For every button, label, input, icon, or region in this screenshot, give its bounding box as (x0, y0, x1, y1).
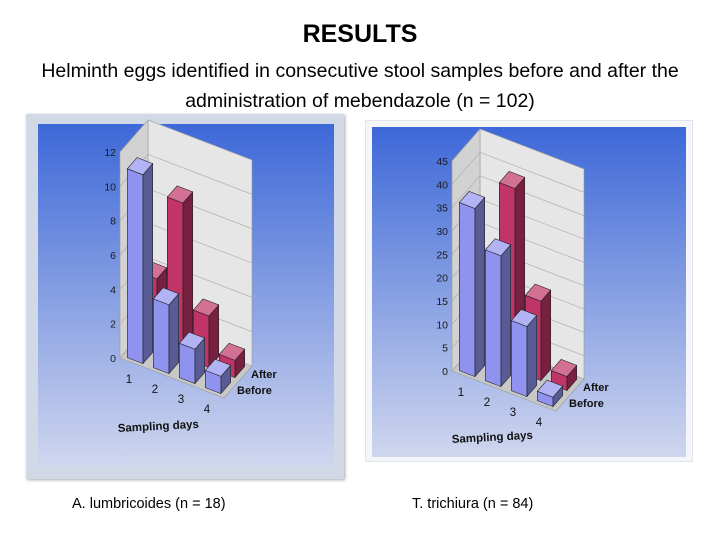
bar-chart-trichiura: 0 5 10 15 20 25 30 35 40 45 1 2 3 4 Before After Samplin… (372, 127, 686, 457)
bar-before-day-1 (458, 191, 486, 378)
caption-trichiura: T. trichiura (n = 84) (412, 496, 534, 512)
bar-before-day-3 (178, 331, 206, 385)
x-tick-label: 1 (458, 387, 464, 399)
y-tick-label: 10 (104, 181, 116, 193)
y-tick-label: 0 (110, 353, 116, 365)
y-tick-label: 35 (436, 203, 448, 215)
series-label: After (251, 369, 277, 381)
bar-before-day-4 (536, 379, 564, 408)
page-title: RESULTS (302, 20, 418, 48)
gridline (119, 119, 253, 161)
bar-before-day-2 (484, 238, 512, 388)
y-tick-label: 8 (110, 216, 116, 228)
y-tick-label: 12 (104, 147, 116, 159)
y-tick-label: 45 (436, 156, 448, 168)
series-label: After (583, 382, 609, 394)
x-tick-label: 2 (484, 397, 490, 409)
chart-panel-trichiura: 0 5 10 15 20 25 30 35 40 45 1 2 3 4 Before After Samplin… (365, 120, 693, 462)
y-tick-label: 10 (436, 319, 448, 331)
y-tick-label: 5 (442, 343, 448, 355)
bar-before-day-2 (152, 287, 180, 375)
x-tick-label: 3 (510, 407, 516, 419)
y-tick-label: 2 (110, 319, 116, 331)
gridline (451, 128, 585, 170)
x-tick-label: 2 (152, 384, 158, 396)
y-tick-label: 4 (110, 284, 116, 296)
y-tick-label: 15 (436, 296, 448, 308)
x-axis-label: Sampling days (118, 419, 200, 435)
x-tick-label: 4 (204, 404, 211, 416)
y-tick-label: 6 (110, 250, 116, 262)
y-tick-label: 25 (436, 249, 448, 261)
series-label: Before (237, 385, 272, 397)
bar-before-day-3 (510, 309, 538, 398)
y-tick-label: 30 (436, 226, 448, 238)
y-tick-label: 40 (436, 179, 448, 191)
gridline (451, 175, 585, 216)
series-label: Before (569, 398, 604, 410)
caption-lumbricoides: A. lumbricoides (n = 18) (72, 496, 226, 512)
x-axis-label: Sampling days (452, 430, 534, 446)
page-subtitle: Helminth eggs identified in consecutive … (41, 60, 679, 112)
bar-before-day-1 (126, 157, 154, 365)
x-tick-label: 3 (178, 394, 184, 406)
x-tick-label: 1 (126, 374, 132, 386)
bar-before-day-4 (204, 358, 232, 395)
x-tick-label: 4 (536, 417, 543, 429)
chart-panel-lumbricoides: 0 2 4 6 8 10 12 1 2 3 4 Before After Sampling days (26, 114, 344, 479)
y-tick-label: 0 (442, 366, 448, 378)
y-tick-label: 20 (436, 273, 448, 285)
gridline (451, 151, 585, 193)
